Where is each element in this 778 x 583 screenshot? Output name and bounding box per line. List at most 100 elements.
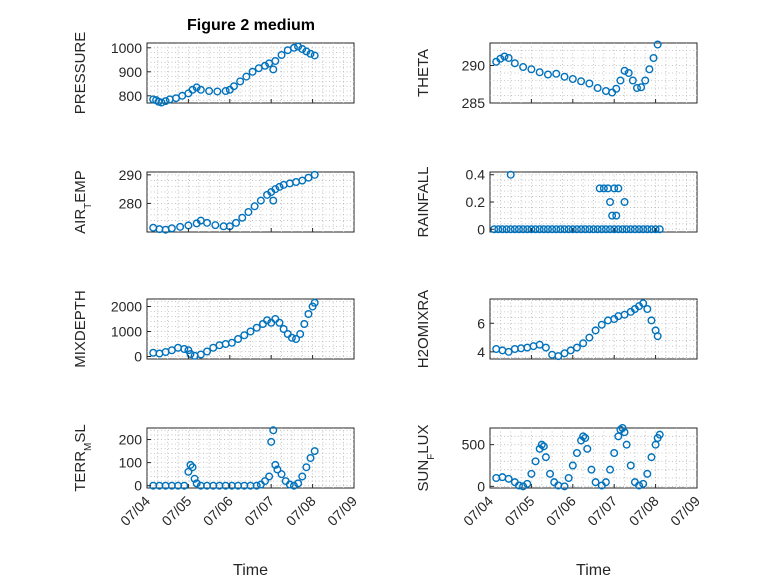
- data-point: [622, 440, 631, 449]
- data-point: [593, 225, 602, 234]
- x-tick-label: 07/07: [241, 493, 277, 529]
- data-point: [620, 197, 629, 206]
- data-point: [248, 67, 257, 76]
- data-point: [180, 481, 189, 490]
- data-point: [287, 333, 296, 342]
- data-point: [213, 87, 222, 96]
- data-point: [494, 225, 503, 234]
- data-point: [535, 444, 544, 453]
- y-tick-label: 200: [119, 432, 143, 448]
- data-point: [285, 480, 294, 489]
- y-tick-label: 1000: [111, 324, 142, 340]
- data-point: [514, 225, 523, 234]
- data-point: [302, 463, 311, 472]
- data-point: [289, 43, 298, 52]
- panel-3: 280 290 AIRTEMP: [72, 167, 355, 234]
- plot-area: [146, 42, 355, 104]
- panel-7: 0 100 200 07/04 07/05 07/06 07/07 07/08 07/09 TER…: [72, 424, 360, 579]
- data-point: [581, 225, 590, 234]
- panel-1: 800 900 1000 PRESSURE: [72, 32, 355, 114]
- x-tick-label: 07/09: [667, 493, 703, 529]
- data-point: [514, 481, 523, 490]
- data-point: [275, 318, 284, 327]
- data-point: [564, 225, 573, 234]
- data-point: [302, 47, 311, 56]
- data-point: [186, 460, 195, 469]
- data-point: [192, 83, 201, 92]
- data-point: [531, 457, 540, 466]
- data-point: [581, 434, 590, 443]
- data-point: [560, 482, 569, 491]
- data-point: [630, 225, 639, 234]
- data-point: [157, 98, 166, 107]
- data-point: [260, 477, 269, 486]
- data-point: [240, 331, 249, 340]
- data-point: [591, 326, 600, 335]
- data-point: [546, 469, 555, 478]
- y-tick-label: 0.4: [466, 167, 486, 183]
- y-tick-label: 6: [477, 315, 485, 331]
- data-point: [635, 481, 644, 490]
- data-point: [635, 225, 644, 234]
- data-point: [519, 482, 528, 491]
- data-point: [203, 347, 212, 356]
- data-point: [572, 225, 581, 234]
- y-axis-label: MIXDEPTH: [72, 290, 89, 368]
- data-point: [620, 310, 629, 319]
- data-point: [606, 225, 615, 234]
- data-point: [221, 86, 230, 95]
- data-point: [585, 79, 594, 88]
- data-point: [260, 61, 269, 70]
- data-point: [620, 66, 629, 75]
- data-point: [504, 474, 513, 483]
- data-point: [626, 461, 635, 470]
- y-tick-label: 900: [119, 64, 143, 80]
- data-point: [585, 225, 594, 234]
- data-point: [606, 465, 615, 474]
- data-point: [535, 340, 544, 349]
- data-point: [579, 339, 588, 348]
- y-tick-label: 0.2: [466, 194, 486, 210]
- data-point: [498, 225, 507, 234]
- data-point: [624, 68, 633, 77]
- data-point: [608, 211, 617, 220]
- x-tick-label: 07/09: [324, 493, 360, 529]
- x-tick-label: 07/08: [283, 493, 319, 529]
- data-point: [527, 469, 536, 478]
- data-point: [560, 72, 569, 81]
- y-tick-label: 800: [119, 88, 143, 104]
- data-point: [167, 224, 176, 233]
- data-point: [647, 225, 656, 234]
- data-point: [292, 335, 301, 344]
- data-point: [593, 83, 602, 92]
- data-point: [176, 222, 185, 231]
- data-point: [510, 225, 519, 234]
- data-point: [504, 54, 513, 63]
- data-point: [622, 225, 631, 234]
- data-point: [632, 83, 641, 92]
- y-axis-label: SUNFLUX: [415, 425, 437, 492]
- data-point: [310, 51, 319, 60]
- y-tick-label: 1000: [111, 40, 142, 56]
- data-point: [236, 77, 245, 86]
- data-point: [649, 54, 658, 63]
- data-point: [279, 325, 288, 334]
- data-point: [506, 170, 515, 179]
- data-point: [238, 213, 247, 222]
- data-point: [296, 330, 305, 339]
- panel-5: 0 1000 2000 MIXDEPTH: [72, 290, 355, 368]
- data-point: [186, 350, 195, 359]
- data-point: [298, 45, 307, 54]
- data-point: [275, 182, 284, 191]
- data-point: [595, 184, 604, 193]
- data-point: [577, 225, 586, 234]
- data-point: [643, 469, 652, 478]
- data-point: [552, 69, 561, 78]
- data-point: [310, 170, 319, 179]
- data-point: [554, 352, 563, 361]
- data-point: [269, 426, 278, 435]
- data-point: [616, 425, 625, 434]
- y-axis-label: RAINFALL: [415, 167, 432, 238]
- data-point: [620, 428, 629, 437]
- data-point: [519, 225, 528, 234]
